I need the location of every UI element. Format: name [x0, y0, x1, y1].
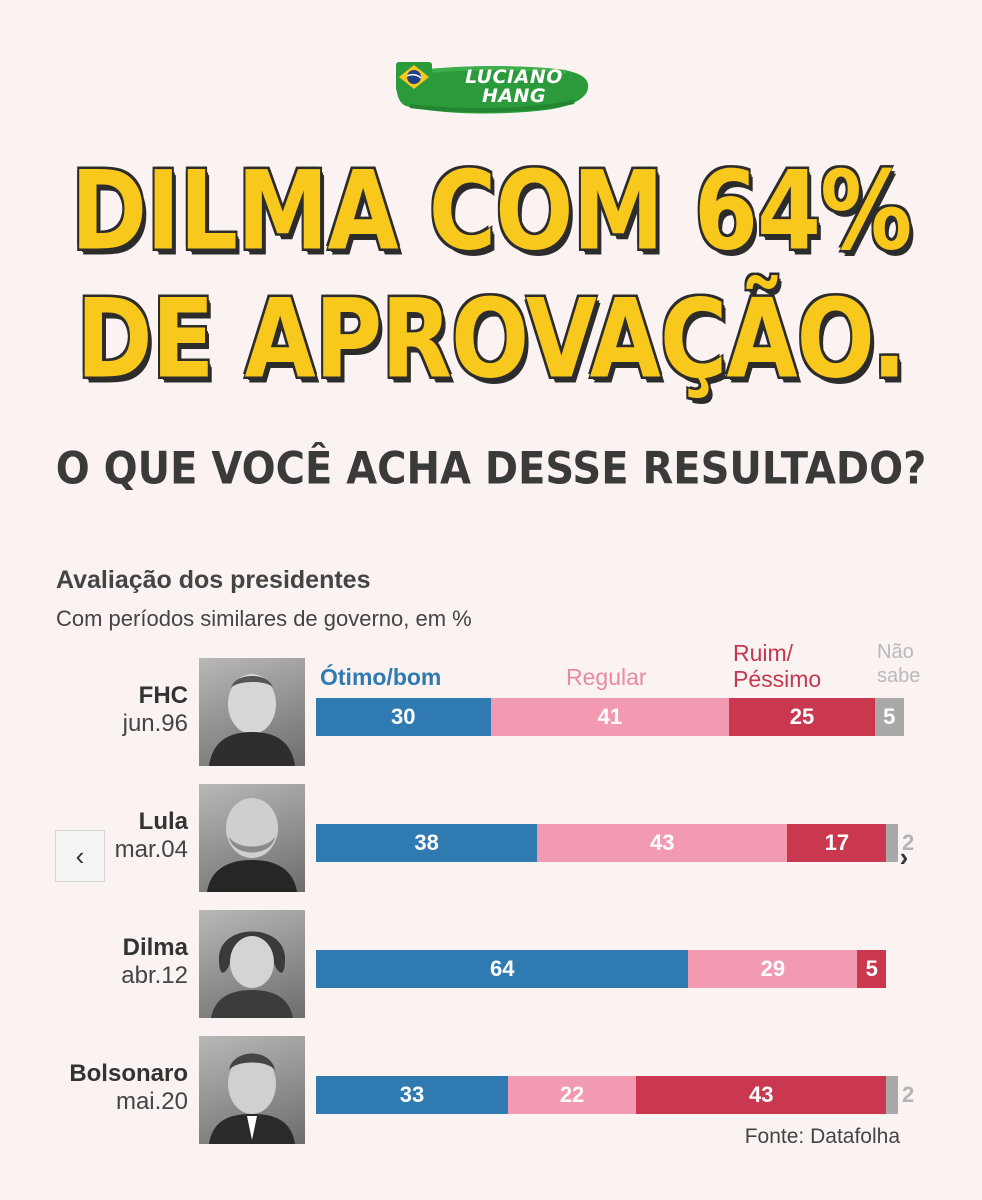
chart-subtitle: Com períodos similares de governo, em %	[56, 606, 472, 631]
row-date: mai.20	[115, 1088, 188, 1115]
logo-line1: LUCIANO	[465, 66, 563, 88]
otimo-bom-segment: 64	[316, 950, 689, 988]
president-photo	[199, 658, 305, 766]
otimo-bom-segment: 38	[316, 824, 538, 862]
row-name: Dilma	[122, 934, 188, 961]
chart-row-bolsonaro: Bolsonaro mai.20 33 22 43 2	[0, 1036, 982, 1146]
legend-nao-line1: Não	[877, 641, 914, 663]
president-photo	[199, 910, 305, 1018]
value-label-outside: 2	[902, 1082, 915, 1107]
headline-question: O QUE VOCÊ ACHA DESSE RESULTADO?	[55, 443, 927, 495]
president-photo	[199, 1036, 305, 1144]
chart-row-dilma: Dilma abr.12 64 29 5	[0, 910, 982, 1020]
stacked-bar: 33 22 43	[316, 1076, 898, 1114]
nao-sabe-segment	[886, 1076, 898, 1114]
legend-ruim-line2: Péssimo	[733, 666, 822, 692]
logo-line2: HANG	[481, 85, 547, 107]
carousel-next-button[interactable]: ›	[880, 832, 928, 882]
stacked-bar: 64 29 5	[316, 950, 898, 988]
chart-row-fhc: FHC jun.96 30 41 25 5	[0, 658, 982, 768]
row-name: Lula	[138, 808, 188, 835]
row-name: Bolsonaro	[69, 1060, 188, 1087]
logo-wordmark: LUCIANO HANG	[444, 68, 584, 106]
ruim-pessimo-segment: 43	[636, 1076, 887, 1114]
legend-ruim-pessimo: Ruim/ Péssimo	[733, 640, 821, 692]
row-date: abr.12	[121, 962, 188, 989]
ruim-pessimo-segment: 5	[857, 950, 887, 988]
regular-segment: 43	[537, 824, 788, 862]
stacked-bar: 38 43 17	[316, 824, 898, 862]
value-label-outside: 2	[902, 830, 915, 855]
legend-ruim-line1: Ruim/	[733, 640, 794, 666]
chart-title: Avaliação dos presidentes	[56, 566, 371, 594]
row-date: mar.04	[114, 836, 188, 863]
regular-segment: 22	[508, 1076, 637, 1114]
legend-otimo-bom: Ótimo/bom	[320, 664, 442, 690]
row-date: jun.96	[122, 710, 188, 737]
ruim-pessimo-segment: 17	[787, 824, 887, 862]
row-name: FHC	[138, 682, 188, 709]
chevron-right-icon: ›	[899, 841, 909, 872]
regular-segment: 41	[490, 698, 730, 736]
chart-source: Fonte: Datafolha	[744, 1125, 900, 1148]
legend-nao-sabe: Não sabe	[877, 640, 920, 688]
chevron-left-icon: ‹	[75, 840, 85, 871]
headline-line2: DE APROVAÇÃO.	[76, 276, 906, 403]
otimo-bom-segment: 33	[316, 1076, 509, 1114]
otimo-bom-segment: 30	[316, 698, 491, 736]
carousel-prev-button[interactable]: ‹	[55, 830, 105, 882]
regular-segment: 29	[688, 950, 858, 988]
legend-regular: Regular	[566, 664, 647, 690]
legend-nao-line2: sabe	[877, 665, 921, 687]
chart-row-lula: Lula mar.04 38 43 17 2	[0, 784, 982, 894]
brazil-flag-icon	[396, 62, 432, 92]
president-photo	[199, 784, 305, 892]
nao-sabe-segment: 5	[874, 698, 904, 736]
ruim-pessimo-segment: 25	[729, 698, 875, 736]
nao-sabe-segment	[886, 824, 898, 862]
headline-line1: DILMA COM 64%	[70, 148, 913, 275]
stacked-bar: 30 41 25 5	[316, 698, 904, 736]
brand-logo: LUCIANO HANG	[396, 62, 590, 116]
